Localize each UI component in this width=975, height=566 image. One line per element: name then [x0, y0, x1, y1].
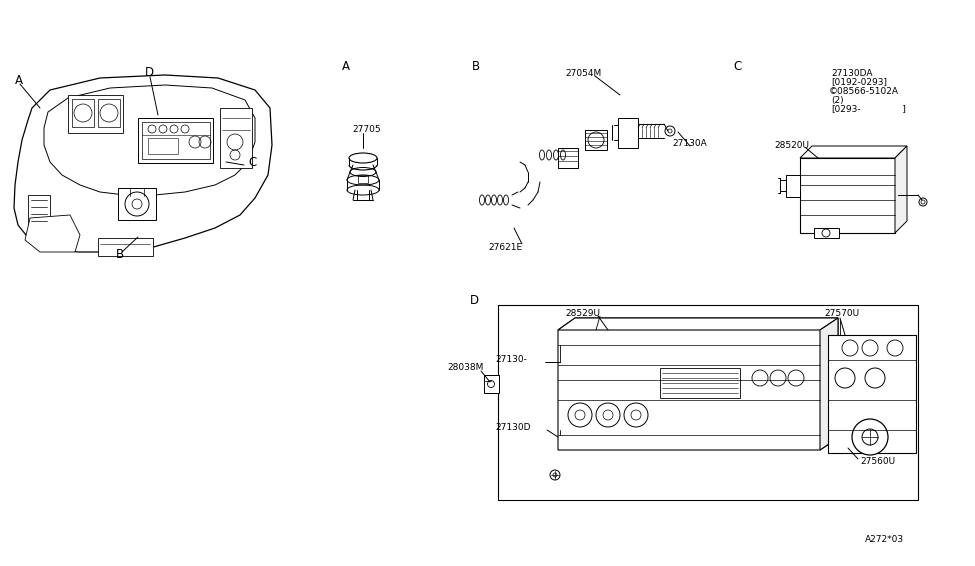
Bar — [814, 228, 839, 238]
Bar — [98, 99, 120, 127]
Bar — [558, 148, 578, 168]
Bar — [138, 118, 213, 163]
Text: A272*03: A272*03 — [865, 535, 904, 544]
Text: B: B — [116, 248, 124, 261]
Polygon shape — [820, 318, 838, 450]
Polygon shape — [25, 215, 80, 252]
Text: (2): (2) — [831, 96, 843, 105]
Polygon shape — [800, 146, 907, 158]
Text: [0293-: [0293- — [831, 105, 861, 114]
Text: 27130DA: 27130DA — [831, 68, 873, 78]
Bar — [585, 130, 607, 150]
Bar — [98, 238, 153, 256]
Text: C: C — [248, 156, 256, 169]
Text: 27054M: 27054M — [565, 68, 602, 78]
Polygon shape — [14, 75, 272, 252]
Polygon shape — [895, 146, 907, 233]
Text: B: B — [472, 59, 480, 72]
Bar — [800, 158, 895, 233]
Text: 28529U: 28529U — [565, 308, 600, 318]
Text: A: A — [15, 74, 23, 87]
Polygon shape — [558, 318, 838, 450]
Text: 27570U: 27570U — [824, 308, 859, 318]
Text: 27130D: 27130D — [495, 423, 530, 432]
Polygon shape — [558, 318, 838, 330]
Bar — [220, 108, 252, 168]
Text: A: A — [342, 59, 350, 72]
Text: 28520U: 28520U — [774, 140, 809, 149]
Text: [0192-0293]: [0192-0293] — [831, 78, 887, 87]
Circle shape — [852, 419, 888, 455]
Text: 28038M: 28038M — [447, 363, 484, 372]
Bar — [72, 99, 94, 127]
Bar — [484, 375, 499, 393]
Text: D: D — [145, 66, 154, 79]
Bar — [786, 175, 800, 197]
Text: ©08566-5102A: ©08566-5102A — [829, 87, 899, 96]
Text: 27130A: 27130A — [672, 139, 707, 148]
Text: 27705: 27705 — [352, 126, 380, 135]
Text: ]: ] — [888, 105, 906, 114]
Text: 27130-: 27130- — [495, 355, 526, 365]
Bar — [28, 195, 50, 230]
Text: C: C — [733, 59, 741, 72]
Bar — [148, 138, 178, 154]
Bar — [118, 188, 156, 220]
Bar — [498, 305, 918, 500]
Bar — [358, 175, 368, 183]
Bar — [68, 95, 123, 133]
Bar — [142, 122, 210, 159]
Text: D: D — [470, 294, 479, 307]
Bar — [618, 118, 638, 148]
Text: 27560U: 27560U — [860, 457, 895, 466]
Bar — [660, 368, 740, 398]
Bar — [828, 335, 916, 453]
Text: 27621E: 27621E — [488, 243, 523, 252]
